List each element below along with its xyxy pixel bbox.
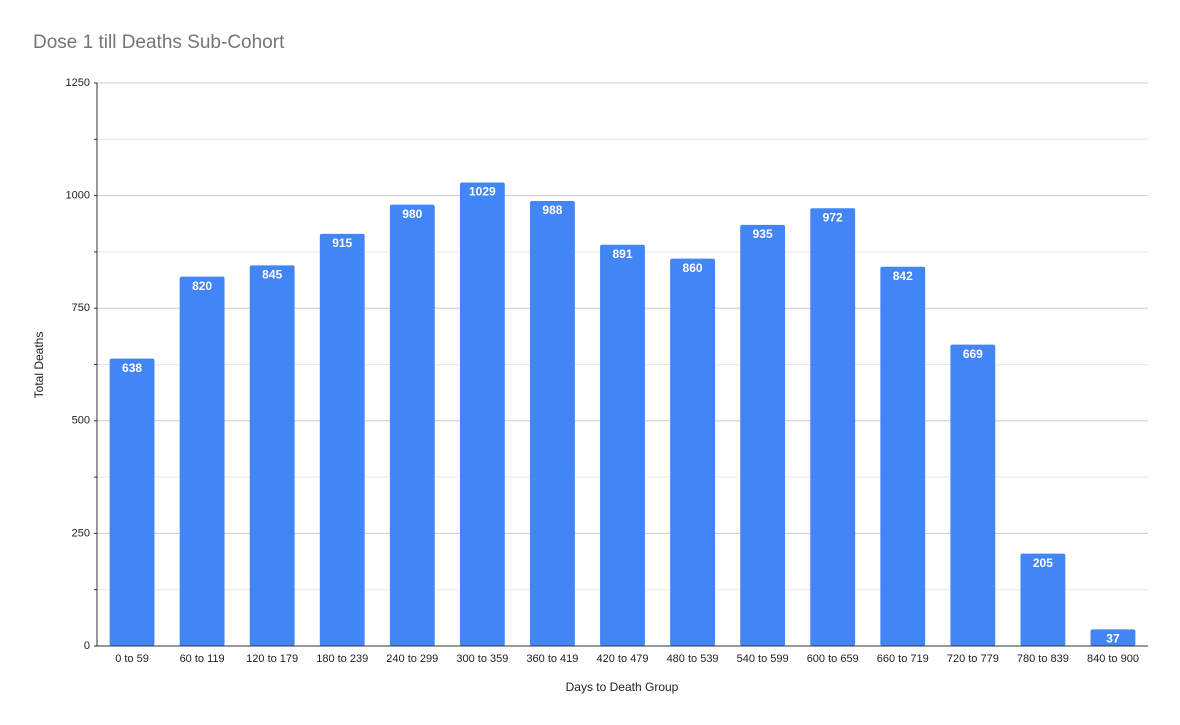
x-tick-label: 480 to 539 [667,653,719,665]
bar [880,266,926,646]
y-tick-label: 250 [72,527,90,539]
x-tick-label: 840 to 900 [1087,653,1139,665]
x-tick-label: 660 to 719 [877,653,929,665]
data-label: 980 [402,207,422,221]
data-label: 842 [893,269,913,283]
data-label: 820 [192,279,212,293]
data-label: 860 [683,261,703,275]
x-tick-label: 180 to 239 [316,653,368,665]
data-label: 988 [542,203,562,217]
bar [459,182,505,647]
x-tick-label: 0 to 59 [115,653,149,665]
y-tick-label: 500 [72,415,90,427]
x-tick-label: 300 to 359 [456,653,508,665]
bar [670,258,715,646]
data-label: 669 [963,347,983,361]
y-tick-label: 0 [84,640,90,652]
bar [249,265,295,646]
bar [530,201,575,646]
bar [319,233,365,646]
data-label: 935 [753,227,773,241]
bar [179,276,225,646]
x-tick-label: 240 to 299 [386,653,438,665]
y-tick-label: 1000 [66,190,90,202]
bar [740,224,786,646]
x-tick-label: 60 to 119 [180,653,225,665]
data-label: 915 [332,236,352,250]
x-tick-label: 780 to 839 [1017,653,1069,665]
data-label: 891 [612,247,632,261]
x-tick-label: 420 to 479 [597,653,649,665]
bar [950,344,996,646]
bar [109,358,155,646]
data-label: 845 [262,268,282,282]
bar [389,204,435,646]
y-tick-label: 1250 [66,77,90,89]
data-label: 638 [122,361,142,375]
x-tick-label: 120 to 179 [246,653,298,665]
data-label: 1029 [469,185,496,199]
y-axis-label: Total Deaths [32,332,46,399]
x-axis-label: Days to Death Group [566,680,679,694]
x-tick-label: 720 to 779 [947,653,999,665]
bar [1090,629,1136,646]
x-tick-label: 600 to 659 [807,653,859,665]
chart-title: Dose 1 till Deaths Sub-Cohort [33,32,285,53]
bar [600,244,645,646]
x-tick-label: 360 to 419 [526,653,578,665]
bar [1020,553,1066,646]
data-label: 972 [823,210,843,224]
bar [810,208,856,647]
data-label: 205 [1033,556,1053,570]
x-tick-label: 540 to 599 [737,653,789,665]
data-label: 37 [1106,632,1120,646]
y-tick-label: 750 [72,302,90,314]
